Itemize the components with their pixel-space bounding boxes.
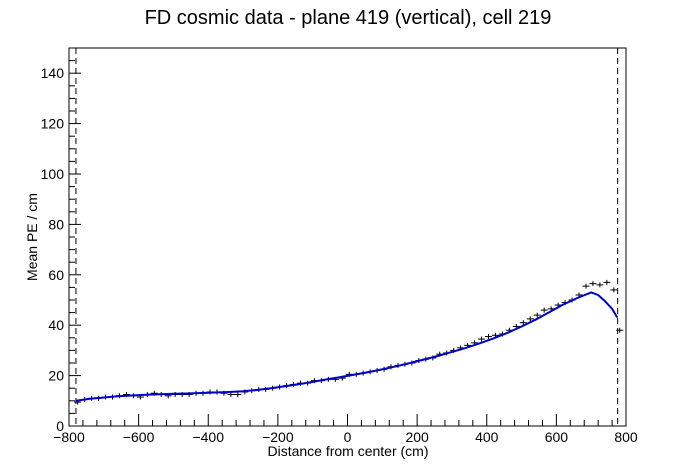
data-point	[484, 334, 492, 340]
reference-lines	[75, 48, 619, 426]
y-axis-label: Mean PE / cm	[24, 193, 40, 281]
x-tick-label: 200	[405, 429, 429, 445]
data-point	[616, 327, 624, 333]
data-point	[582, 283, 590, 289]
fit-line	[75, 291, 619, 402]
plot-frame	[68, 47, 627, 427]
data-point	[478, 336, 486, 342]
y-tick-label: 60	[48, 267, 64, 283]
chart-title: FD cosmic data - plane 419 (vertical), c…	[145, 7, 552, 29]
x-axis-label: Distance from center (cm)	[267, 443, 428, 459]
data-point	[589, 281, 597, 287]
x-tick-label: 600	[545, 429, 569, 445]
x-tick-label: 0	[344, 429, 352, 445]
y-axis: 0 20 40 60 80 100 120 140	[41, 47, 81, 434]
data-point	[519, 320, 527, 326]
y-tick-label: 80	[48, 216, 64, 232]
y-tick-label: 20	[48, 368, 64, 384]
data-point	[540, 307, 548, 313]
x-tick-label: −800	[53, 429, 85, 445]
data-point	[533, 312, 541, 318]
x-tick-label: 400	[475, 429, 499, 445]
fit-curve	[75, 291, 619, 402]
y-tick-label: 0	[56, 418, 64, 434]
data-point	[526, 316, 534, 322]
data-point	[610, 287, 618, 293]
data-point	[596, 282, 604, 288]
x-tick-label: −400	[192, 429, 224, 445]
y-tick-label: 100	[41, 166, 65, 182]
y-tick-label: 140	[41, 65, 65, 81]
y-tick-label: 40	[48, 317, 64, 333]
x-tick-label: −600	[123, 429, 155, 445]
x-tick-label: −200	[262, 429, 294, 445]
data-point	[603, 279, 611, 285]
y-tick-label: 120	[41, 116, 65, 132]
x-axis: −800 −600 −400 −200 0 200 400 600 800	[53, 414, 638, 445]
x-tick-label: 800	[614, 429, 638, 445]
data-points	[74, 279, 624, 405]
data-point	[234, 392, 242, 397]
